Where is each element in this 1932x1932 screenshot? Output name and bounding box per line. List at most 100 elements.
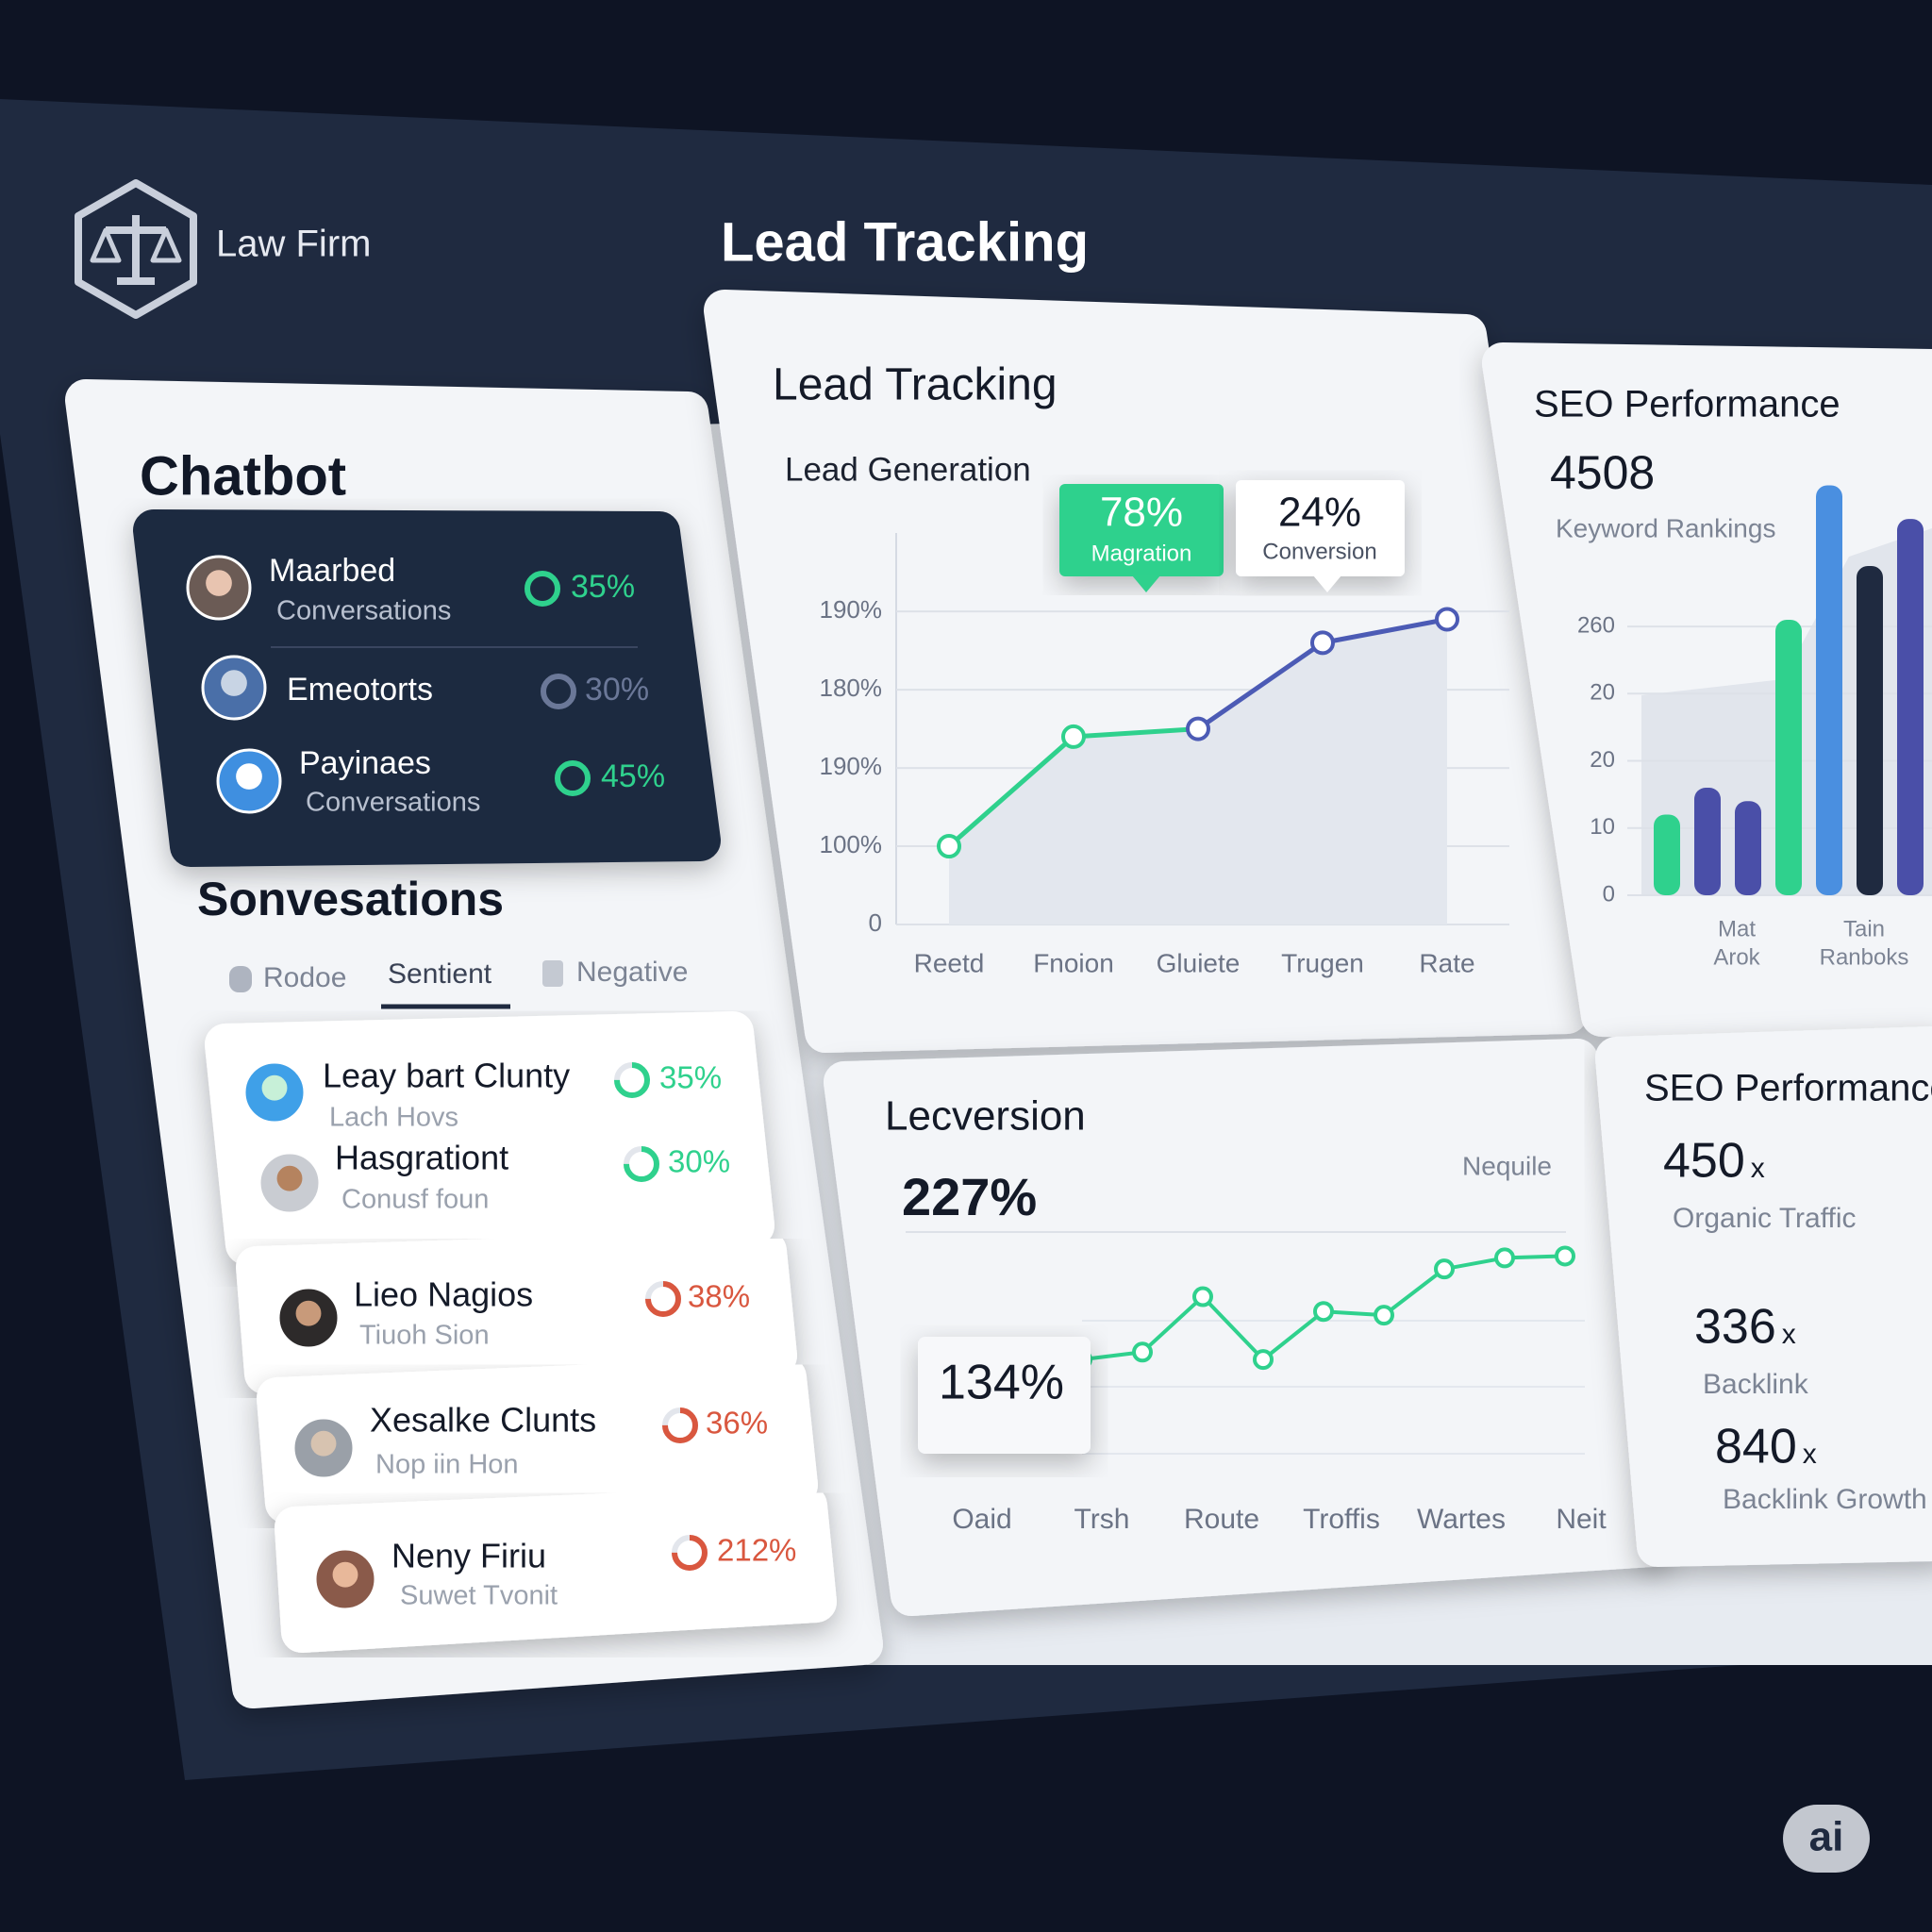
page: { "brand": {"name": "Law Firm"}, "header… [0, 0, 1932, 1932]
bar [1775, 620, 1802, 895]
point [1315, 1303, 1332, 1320]
row-subtitle: Tiuoh Sion [359, 1321, 490, 1351]
ai-badge-label: ai [1809, 1814, 1844, 1860]
callout-value: 24% [1278, 490, 1361, 536]
card-title: SEO Performance [1644, 1068, 1932, 1109]
point [1063, 726, 1084, 747]
point [1437, 608, 1457, 629]
x-tick-label: Fnoion [1033, 948, 1114, 977]
point [1557, 1247, 1574, 1264]
bar [1816, 485, 1842, 895]
avatar-face [262, 1075, 288, 1101]
bar [1857, 566, 1883, 895]
item-percent: 35% [571, 569, 635, 605]
point [939, 836, 959, 857]
x-tick-label: Trsh [1074, 1504, 1130, 1535]
point [1134, 1343, 1151, 1360]
x-tick-label: Gluiete [1157, 948, 1241, 977]
callout-label: Conversion [1262, 539, 1376, 564]
row-percent: 35% [659, 1060, 722, 1095]
y-tick-label: 260 [1577, 612, 1615, 638]
row-name: Lieo Nagios [354, 1275, 533, 1314]
y-tick-label: 0 [869, 908, 882, 937]
y-tick-label: 180% [820, 674, 883, 702]
x-tick-label: Rate [1419, 948, 1474, 977]
x-group-label: Mat [1718, 916, 1756, 941]
x-tick-label: Troffis [1303, 1504, 1380, 1535]
card-title: Lead Tracking [773, 360, 1058, 410]
row-subtitle: Conusf foun [341, 1185, 489, 1215]
y-tick-label: 20 [1590, 680, 1615, 706]
metric-label: Backlink [1703, 1369, 1809, 1400]
tab-icon [229, 966, 252, 992]
row-percent: 212% [717, 1533, 796, 1568]
metric-value: 450 [1663, 1134, 1745, 1189]
row-percent: 30% [668, 1144, 730, 1179]
card-title: Lecversion [885, 1093, 1086, 1140]
point [1188, 719, 1208, 740]
metric-label: Organic Traffic [1673, 1203, 1857, 1234]
tab: Sentient [388, 958, 492, 990]
metric-value: 840 [1715, 1420, 1797, 1474]
y-tick-label: 20 [1590, 747, 1615, 773]
brand-name: Law Firm [216, 224, 371, 265]
point [1375, 1307, 1392, 1324]
item-name: Emeotorts [287, 672, 433, 708]
item-name: Maarbed [269, 553, 395, 589]
y-tick-label: 190% [820, 595, 883, 624]
x-tick-label: Wartes [1417, 1504, 1506, 1535]
metric-unit: x [1803, 1439, 1817, 1470]
x-group-label: Tain [1843, 916, 1885, 941]
point [1255, 1351, 1272, 1368]
x-group-label: Arok [1713, 944, 1760, 970]
avatar-face [311, 1431, 337, 1457]
item-percent: 30% [585, 672, 649, 708]
item-percent: 45% [601, 758, 665, 794]
conversations-title: Sonvesations [197, 873, 504, 925]
y-tick-label: 190% [820, 752, 883, 780]
avatar-face [296, 1301, 322, 1326]
kpi: 4508 [1550, 446, 1655, 499]
row-subtitle: Nop iin Hon [375, 1450, 519, 1480]
row-name: Xesalke Clunts [370, 1401, 596, 1440]
callout-value: 134% [939, 1356, 1064, 1410]
x-tick-label: Trugen [1281, 948, 1364, 977]
tab-icon [542, 960, 563, 987]
row-name: Neny Firiu [391, 1537, 546, 1575]
row-name: Hasgrationt [335, 1139, 508, 1177]
row-percent: 38% [688, 1279, 750, 1314]
tab: Rodoe [263, 962, 346, 993]
x-tick-label: Route [1184, 1504, 1259, 1535]
point [1496, 1249, 1513, 1266]
x-tick-label: Neit [1556, 1504, 1607, 1535]
card-title: SEO Performance [1534, 384, 1840, 425]
item-subtitle: Conversations [306, 788, 480, 818]
note: Nequile [1462, 1151, 1552, 1180]
row-name: Leay bart Clunty [323, 1057, 570, 1095]
bar [1735, 801, 1761, 895]
avatar-face [221, 670, 247, 696]
metric-unit: x [1751, 1153, 1765, 1184]
point [1312, 632, 1333, 653]
metric-unit: x [1782, 1319, 1796, 1350]
callout-label: Magration [1091, 541, 1192, 566]
row-subtitle: Lach Hovs [329, 1103, 458, 1133]
avatar-face [236, 763, 262, 790]
dashboard: Law FirmLead TrackingChatbotMaarbedConve… [0, 0, 1932, 1932]
y-tick-label: 0 [1603, 881, 1615, 907]
tab: Negative [576, 957, 688, 988]
avatar-face [333, 1562, 358, 1588]
page-title: Lead Tracking [721, 211, 1089, 273]
bar [1654, 815, 1680, 895]
avatar-face [206, 570, 232, 596]
metric-value: 336 [1694, 1300, 1776, 1355]
y-tick-label: 10 [1590, 814, 1615, 840]
avatar-face [277, 1166, 303, 1191]
x-group-label: Ranboks [1820, 944, 1909, 970]
row-subtitle: Suwet Tvonit [400, 1581, 558, 1611]
metric-label: Backlink Growth [1723, 1484, 1927, 1515]
point [1436, 1260, 1453, 1277]
y-tick-label: 100% [820, 830, 883, 858]
point [1194, 1289, 1211, 1306]
x-tick-label: Oaid [952, 1504, 1011, 1535]
